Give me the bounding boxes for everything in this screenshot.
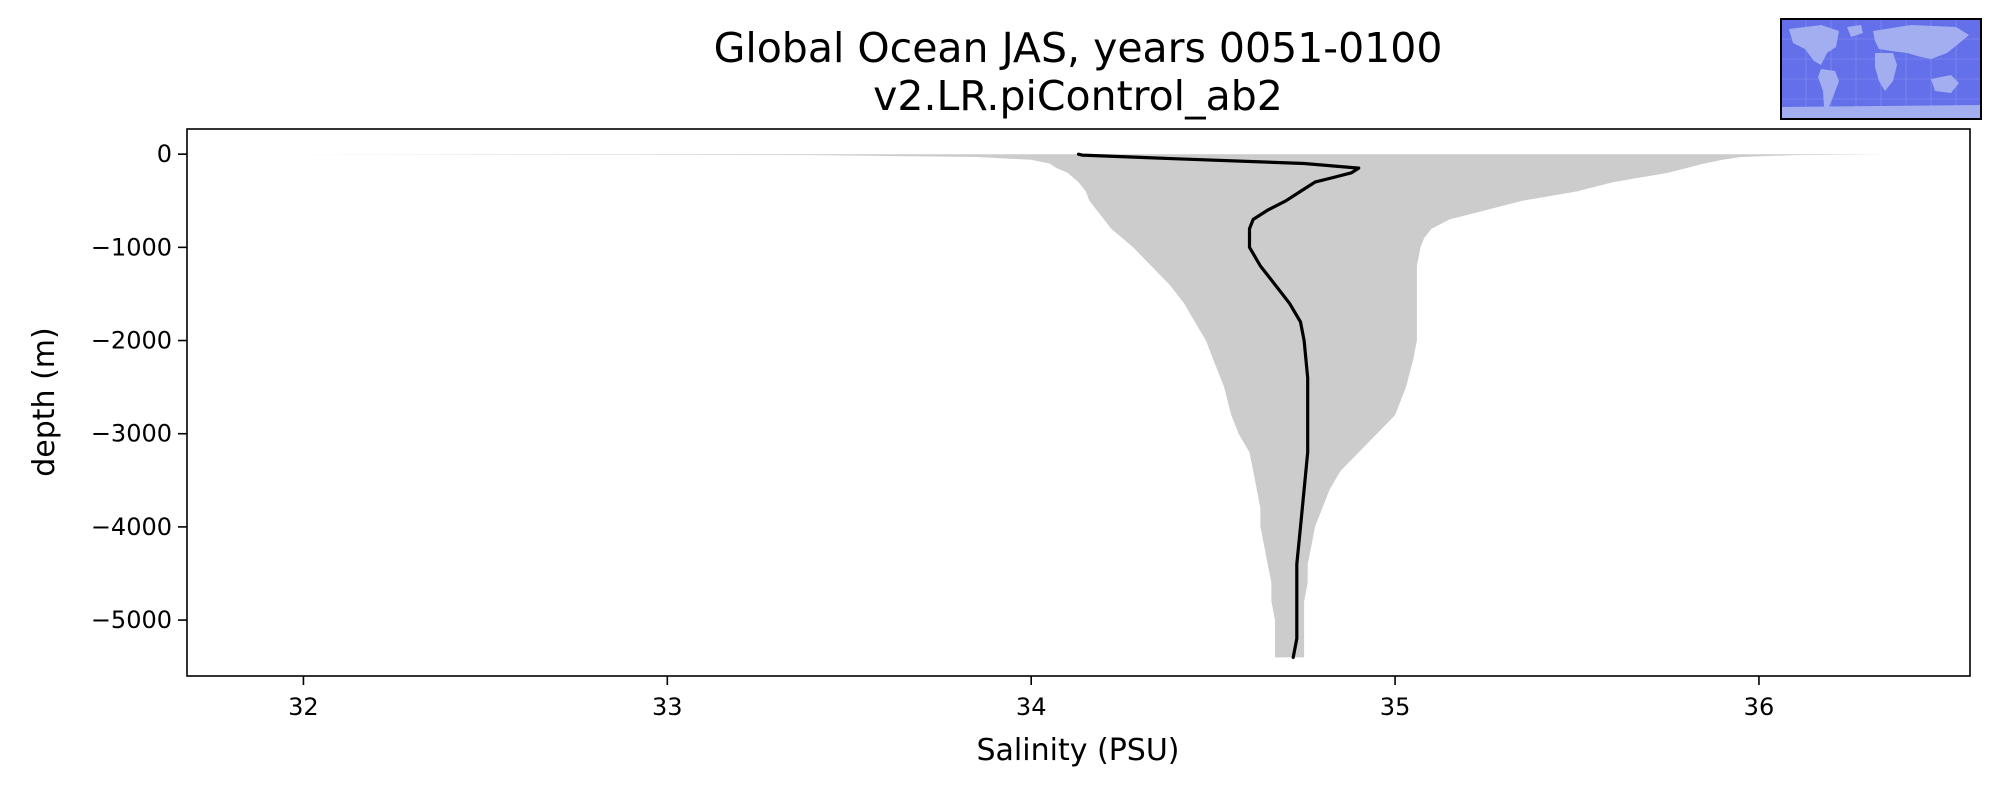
y-tick-label: 0 (157, 140, 172, 168)
mean-salinity-line (1076, 152, 1361, 659)
y-axis: 0 −1000 −2000 −3000 −4000 −5000 (91, 140, 187, 634)
x-axis: 32 33 34 35 36 (288, 676, 1774, 721)
x-axis-label: Salinity (PSU) (977, 733, 1180, 768)
chart-title: Global Ocean JAS, years 0051-0100 (714, 24, 1443, 72)
x-tick-label: 36 (1744, 693, 1775, 721)
chart-subtitle: v2.LR.piControl_ab2 (873, 72, 1283, 120)
plot-frame (186, 128, 1971, 677)
x-tick-label: 32 (288, 693, 319, 721)
y-axis-label: depth (m) (27, 327, 62, 477)
plot-area (186, 128, 1971, 677)
y-tick-label: −3000 (91, 420, 172, 448)
inset-land (1781, 25, 1981, 119)
x-tick-label: 35 (1380, 693, 1411, 721)
y-tick-label: −4000 (91, 513, 172, 541)
salinity-range-fill (274, 154, 1887, 658)
x-tick-label: 34 (1016, 693, 1047, 721)
y-tick-label: −5000 (91, 606, 172, 634)
y-tick-label: −1000 (91, 233, 172, 261)
x-tick-label: 33 (652, 693, 683, 721)
y-tick-label: −2000 (91, 327, 172, 355)
global-ocean-region-map (1780, 18, 1982, 120)
